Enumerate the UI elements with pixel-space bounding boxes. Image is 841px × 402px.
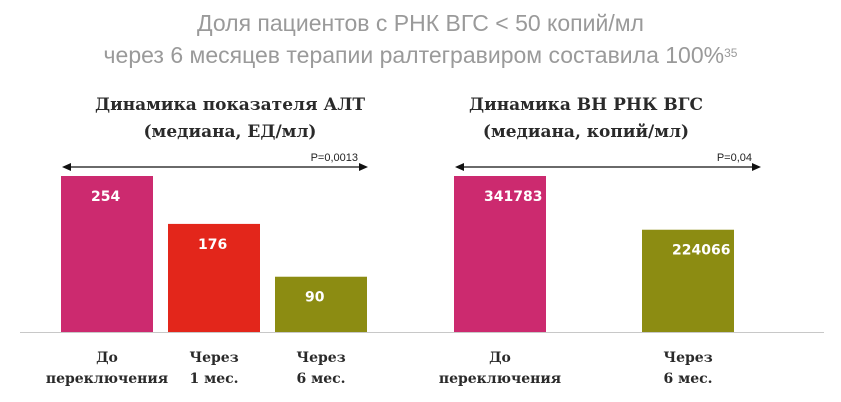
chart-2-value-label-1: 341783: [484, 189, 542, 205]
chart-1-value-label-1: 254: [91, 189, 120, 205]
chart-1-category-label-1-line-2: переключения: [46, 371, 168, 387]
chart-2-arrowhead-right: [752, 163, 761, 171]
chart-2-p-value: P=0,04: [717, 152, 752, 164]
chart-2-bar-1: [454, 176, 546, 332]
chart-2-bar-2: [642, 229, 734, 332]
chart-2-value-label-2: 224066: [672, 243, 730, 259]
chart-2-category-label-2-line-1: Через: [663, 350, 712, 366]
chart-2-title-line-2: (медиана, копий/мл): [483, 122, 689, 142]
chart-2-arrowhead-left: [455, 163, 464, 171]
chart-1-category-label-2-line-1: Через: [189, 350, 238, 366]
chart-1-bar-3: [275, 276, 367, 332]
chart-1-title-line-1: Динамика показателя АЛТ: [95, 95, 365, 115]
chart-1-value-label-3: 90: [305, 290, 325, 306]
chart-1-category-label-1-line-1: До: [96, 350, 118, 366]
chart-1-bar-2: [168, 223, 260, 332]
chart-1-arrowhead-right: [359, 163, 368, 171]
chart-2-category-label-1-line-2: переключения: [439, 371, 561, 387]
headline-line-2-text: через 6 месяцев терапии ралтегравиром со…: [103, 42, 725, 68]
chart-1-category-label-3-line-1: Через: [296, 350, 345, 366]
chart-1-bar-1: [61, 176, 153, 332]
chart-1-category-label-3-line-2: 6 мес.: [296, 371, 345, 387]
chart-1-arrowhead-left: [62, 163, 71, 171]
chart-2-title-line-1: Динамика ВН РНК ВГС: [469, 95, 703, 115]
headline-line-2: через 6 месяцев терапии ралтегравиром со…: [0, 41, 841, 69]
chart-1-p-value: P=0,0013: [311, 152, 358, 164]
headline-line-1: Доля пациентов с РНК ВГС < 50 копий/мл: [0, 9, 841, 37]
chart-1-category-label-2-line-2: 1 мес.: [189, 371, 238, 387]
chart-1-value-label-2: 176: [198, 237, 227, 253]
chart-2-category-label-2-line-2: 6 мес.: [663, 371, 712, 387]
chart-1-title-line-2: (медиана, ЕД/мл): [144, 122, 317, 142]
reference-superscript: 35: [724, 46, 738, 60]
headline-line-1-text: Доля пациентов с РНК ВГС < 50 копий/мл: [197, 10, 644, 36]
chart-2-category-label-1-line-1: До: [489, 350, 511, 366]
